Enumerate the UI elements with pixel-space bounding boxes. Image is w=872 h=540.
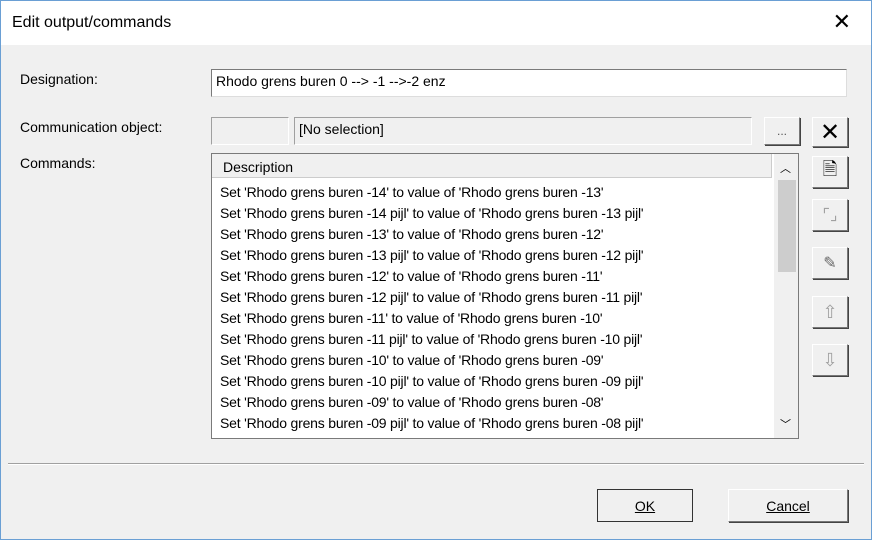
commands-list[interactable]: Description Set 'Rhodo grens buren -14' …: [211, 153, 799, 439]
close-icon[interactable]: ✕: [832, 9, 851, 34]
window-title: Edit output/commands: [12, 14, 172, 31]
vertical-scrollbar[interactable]: ︿ ﹀: [774, 154, 798, 438]
cancel-label: Cancel: [766, 497, 810, 514]
command-row[interactable]: Set 'Rhodo grens buren -10' to value of …: [220, 352, 604, 368]
commands-label: Commands:: [20, 155, 96, 171]
arrow-up-icon: ⇧: [822, 301, 838, 322]
command-row[interactable]: Set 'Rhodo grens buren -11 pijl' to valu…: [220, 331, 643, 347]
ok-button[interactable]: OK: [597, 489, 693, 522]
designation-label: Designation:: [20, 71, 98, 87]
separator: [8, 463, 864, 465]
command-row[interactable]: Set 'Rhodo grens buren -13' to value of …: [220, 226, 604, 242]
title-bar: Edit output/commands ✕: [1, 1, 871, 45]
command-row[interactable]: Set 'Rhodo grens buren -12' to value of …: [220, 268, 603, 284]
move-down-button[interactable]: ⇩: [812, 344, 848, 376]
edit-document-icon: ✎: [823, 255, 837, 272]
new-document-icon: 🗎: [822, 159, 838, 179]
scrollbar-thumb[interactable]: [778, 180, 796, 272]
scroll-down-icon[interactable]: ﹀: [780, 419, 791, 431]
command-row[interactable]: Set 'Rhodo grens buren -14 pijl' to valu…: [220, 205, 644, 221]
rename-icon: ⌜⌟: [822, 207, 838, 224]
command-row[interactable]: Set 'Rhodo grens buren -12 pijl' to valu…: [220, 289, 643, 305]
designation-input[interactable]: Rhodo grens buren 0 --> -1 -->-2 enz: [211, 69, 847, 97]
communication-object-label: Communication object:: [20, 119, 163, 135]
browse-button[interactable]: ...: [764, 117, 800, 145]
ok-label: OK: [634, 497, 656, 514]
scroll-up-icon[interactable]: ︿: [780, 163, 791, 175]
communication-object-id-field: [211, 117, 289, 145]
delete-button[interactable]: ✕: [812, 117, 848, 147]
move-up-button[interactable]: ⇧: [812, 296, 848, 328]
column-header-description[interactable]: Description: [212, 154, 772, 178]
new-command-button[interactable]: 🗎: [812, 156, 848, 188]
command-row[interactable]: Set 'Rhodo grens buren -13 pijl' to valu…: [220, 247, 644, 263]
cancel-button[interactable]: Cancel: [728, 489, 848, 522]
command-row[interactable]: Set 'Rhodo grens buren -10 pijl' to valu…: [220, 373, 644, 389]
rename-button[interactable]: ⌜⌟: [812, 199, 848, 231]
communication-object-name-field: [No selection]: [294, 117, 752, 145]
edit-command-button[interactable]: ✎: [812, 247, 848, 279]
delete-icon: ✕: [819, 118, 841, 146]
command-row[interactable]: Set 'Rhodo grens buren -11' to value of …: [220, 310, 603, 326]
arrow-down-icon: ⇩: [822, 349, 838, 370]
command-row[interactable]: Set 'Rhodo grens buren -09' to value of …: [220, 394, 604, 410]
command-row[interactable]: Set 'Rhodo grens buren -14' to value of …: [220, 184, 604, 200]
command-row[interactable]: Set 'Rhodo grens buren -09 pijl' to valu…: [220, 415, 644, 431]
